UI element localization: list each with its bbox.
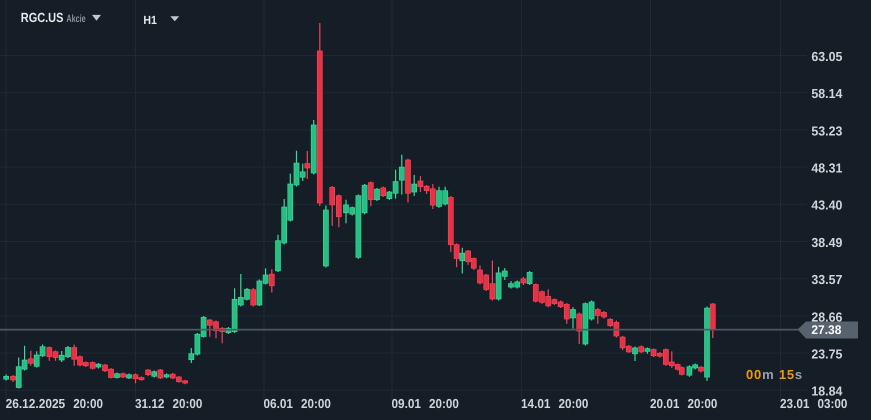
svg-text:20:00: 20:00 <box>688 396 718 411</box>
svg-text:00m 15s: 00m 15s <box>746 367 803 382</box>
svg-text:20:00: 20:00 <box>559 396 589 411</box>
svg-text:20:00: 20:00 <box>301 396 331 411</box>
svg-text:28.66: 28.66 <box>811 309 842 324</box>
svg-text:09.01: 09.01 <box>392 396 422 411</box>
svg-text:26.12.2025: 26.12.2025 <box>6 396 66 411</box>
svg-text:06.01: 06.01 <box>264 396 294 411</box>
svg-text:27.38: 27.38 <box>811 323 841 337</box>
svg-text:RGC.US: RGC.US <box>21 10 64 25</box>
svg-text:58.14: 58.14 <box>811 86 843 101</box>
svg-text:20.01: 20.01 <box>650 396 680 411</box>
svg-text:48.31: 48.31 <box>811 161 842 176</box>
svg-text:Akcie: Akcie <box>66 13 85 25</box>
svg-text:20:00: 20:00 <box>173 396 203 411</box>
svg-text:03:00: 03:00 <box>818 396 848 411</box>
svg-text:23.01: 23.01 <box>780 396 810 411</box>
svg-text:31.12: 31.12 <box>135 396 165 411</box>
svg-text:H1: H1 <box>143 13 157 27</box>
svg-text:53.23: 53.23 <box>811 123 842 138</box>
svg-text:23.75: 23.75 <box>811 347 842 362</box>
svg-text:14.01: 14.01 <box>521 396 551 411</box>
svg-text:43.40: 43.40 <box>811 198 842 213</box>
svg-text:63.05: 63.05 <box>811 49 842 64</box>
svg-text:20:00: 20:00 <box>429 396 459 411</box>
svg-text:18.84: 18.84 <box>811 384 843 399</box>
svg-text:33.57: 33.57 <box>811 272 842 287</box>
svg-text:38.49: 38.49 <box>811 235 842 250</box>
svg-text:20:00: 20:00 <box>73 396 103 411</box>
